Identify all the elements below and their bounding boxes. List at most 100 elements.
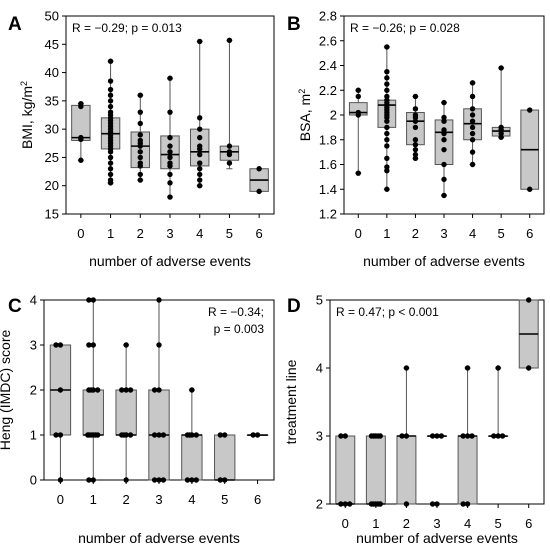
data-point	[123, 477, 129, 483]
data-point	[107, 58, 114, 64]
data-point	[464, 501, 471, 507]
y-tick-label: 50	[45, 9, 59, 24]
data-point	[384, 75, 390, 81]
data-point	[469, 433, 475, 439]
data-point	[441, 118, 447, 124]
y-tick-label: 1	[30, 428, 37, 443]
data-point	[197, 183, 203, 189]
y-tick-label: 2	[30, 383, 37, 398]
x-tick-label: 2	[137, 226, 144, 241]
y-axis-label-superscript: 2	[19, 81, 29, 86]
panel-letter: C	[8, 296, 22, 317]
data-point	[384, 118, 390, 124]
y-tick-label: 1.4	[319, 182, 337, 197]
data-point	[86, 297, 92, 303]
data-point	[384, 130, 390, 137]
data-point	[412, 155, 419, 162]
plot-frame	[329, 299, 545, 505]
box-iqr	[214, 434, 236, 481]
data-point	[412, 137, 419, 143]
data-point	[412, 106, 419, 112]
panel-b: B 1.2 1.4 1.6 1.8 2 2.2 2.4 2.6 2.8 0 1 2 3 4 5 6number …	[287, 9, 545, 269]
x-tick-label: 5	[221, 492, 228, 507]
data-point	[151, 432, 158, 438]
y-axis-label-text: treatment line	[283, 359, 299, 444]
data-point	[193, 432, 199, 438]
y-tick-label: 2.2	[319, 83, 337, 98]
data-point	[464, 365, 471, 371]
y-tick-label: 5	[316, 293, 323, 308]
data-point	[107, 98, 114, 104]
x-tick-label: 3	[155, 492, 162, 507]
data-point	[167, 149, 173, 155]
data-point	[526, 365, 532, 371]
data-point	[469, 130, 476, 137]
panel-c: C 0 1 2 3 4 0 1 2 3 4 5 6 number of adverse events Hen…	[0, 293, 275, 546]
data-point	[156, 342, 162, 348]
data-point	[107, 92, 114, 98]
data-point	[355, 170, 361, 176]
stat-annotation: p = 0.003	[214, 322, 265, 336]
data-point	[107, 103, 114, 110]
data-point	[429, 433, 436, 439]
data-point	[167, 109, 173, 115]
data-point	[498, 127, 504, 133]
x-tick-label: 0	[342, 516, 349, 531]
x-tick-label: 1	[383, 226, 390, 241]
data-point	[412, 142, 419, 148]
data-point	[137, 120, 143, 127]
data-point	[469, 80, 476, 86]
data-point	[469, 93, 476, 100]
data-point	[346, 501, 353, 507]
data-point	[527, 186, 533, 192]
x-tick-label: 6	[254, 492, 261, 507]
data-point	[441, 146, 447, 153]
y-tick-label: 15	[45, 207, 59, 222]
data-point	[90, 477, 96, 483]
y-tick-label: 4	[316, 361, 323, 376]
data-point	[226, 151, 233, 158]
box-plot-1	[365, 435, 386, 505]
data-point	[441, 161, 447, 168]
y-tick-label: 30	[45, 122, 59, 137]
y-tick-label: 20	[45, 178, 59, 193]
x-axis-label: number of adverse events	[78, 530, 240, 546]
data-point	[121, 432, 127, 438]
data-point	[167, 143, 173, 149]
box-iqr	[181, 434, 203, 481]
data-point	[226, 37, 233, 44]
data-point	[441, 192, 447, 199]
data-point	[186, 432, 193, 438]
data-point	[90, 297, 96, 303]
data-point	[57, 477, 64, 483]
data-point	[469, 124, 476, 131]
panel-letter: B	[287, 14, 301, 35]
data-point	[441, 137, 447, 143]
x-tick-label: 2	[412, 226, 419, 241]
data-point	[137, 92, 143, 98]
data-point	[222, 477, 228, 483]
data-point	[250, 432, 256, 438]
data-point	[342, 433, 348, 439]
data-point	[167, 194, 173, 200]
y-tick-label: 3	[30, 338, 37, 353]
data-point	[156, 387, 162, 393]
data-point	[119, 387, 125, 393]
data-point	[137, 177, 143, 183]
y-tick-label: 2.4	[319, 58, 337, 73]
data-point	[167, 75, 173, 81]
y-tick-label: 45	[45, 37, 59, 52]
data-point	[197, 177, 203, 183]
data-point	[222, 432, 228, 438]
x-tick-label: 6	[256, 226, 263, 241]
stat-annotation: R = −0.29; p = 0.013	[72, 21, 182, 35]
data-point	[86, 342, 92, 348]
x-tick-label: 3	[440, 226, 447, 241]
data-point	[412, 124, 419, 131]
data-point	[412, 151, 419, 158]
data-point	[441, 99, 447, 106]
data-point	[92, 432, 99, 438]
data-point	[123, 387, 129, 393]
box-plot-0	[71, 103, 91, 161]
